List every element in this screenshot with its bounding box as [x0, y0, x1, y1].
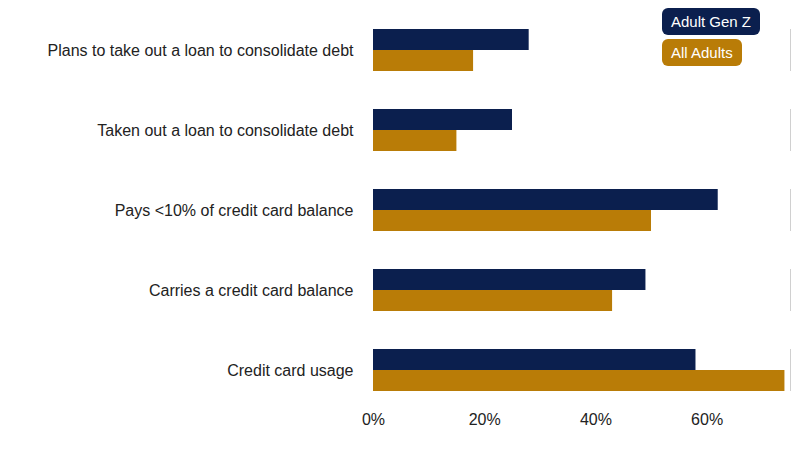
html-text:Adult Gen Z: Adult Gen Z [671, 13, 751, 30]
svg-text:Credit card usage: Credit card usage [227, 362, 353, 379]
html-text:All Adults: All Adults [671, 44, 733, 61]
svg-text:Pays <10% of credit card balan: Pays <10% of credit card balance [115, 202, 354, 219]
svg-text:20%: 20% [469, 411, 501, 428]
svg-text:Taken out a loan to consolidat: Taken out a loan to consolidate debt [97, 122, 354, 139]
svg-text:Carries a credit card balance: Carries a credit card balance [149, 282, 354, 299]
svg-text:40%: 40% [580, 411, 612, 428]
svg-text:Plans to take out a loan to co: Plans to take out a loan to consolidate … [48, 42, 355, 59]
svg-text:0%: 0% [362, 411, 385, 428]
svg-text:60%: 60% [691, 411, 723, 428]
